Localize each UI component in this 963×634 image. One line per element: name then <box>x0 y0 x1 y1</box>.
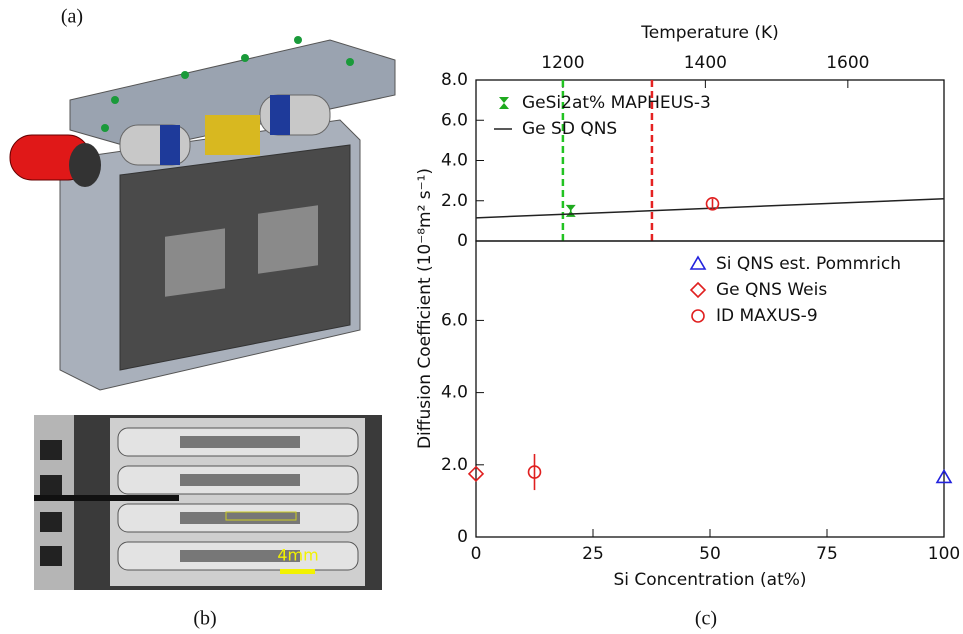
panel-label: (b) <box>193 608 216 630</box>
legend-label: Si QNS est. Pommrich <box>716 254 901 274</box>
point <box>705 196 720 211</box>
legend-swatch <box>689 281 707 299</box>
panel-label: (c) <box>695 608 717 630</box>
legend-label: GeSi2at% MAPHEUS-3 <box>522 93 711 113</box>
legend-swatch <box>691 309 705 323</box>
legend-swatch <box>499 97 509 109</box>
y-tick-label: 4.0 <box>441 383 468 403</box>
point <box>935 468 953 484</box>
y-tick-label: 6.0 <box>441 110 468 130</box>
point <box>467 465 485 482</box>
x-tick-label: 1600 <box>826 53 869 73</box>
point <box>527 465 542 479</box>
y-tick-label: 0 <box>457 527 468 547</box>
legend-label: Ge SD QNS <box>522 119 617 139</box>
x-tick-label: 75 <box>816 544 838 564</box>
cad-image <box>9 36 396 391</box>
x-tick-label: 100 <box>928 544 960 564</box>
y-tick-label: 0 <box>457 231 468 251</box>
xray-image <box>34 415 382 590</box>
legend-label: Ge QNS Weis <box>716 280 827 300</box>
scale-bar-label: 4mm <box>277 546 318 565</box>
y-axis-label: Diffusion Coefficient (10⁻⁸m² s⁻¹) <box>415 168 435 449</box>
legend-label: ID MAXUS-9 <box>716 306 818 326</box>
y-tick-label: 2.0 <box>441 191 468 211</box>
x-tick-label: 25 <box>582 544 604 564</box>
x-tick-label: 0 <box>471 544 482 564</box>
x-tick-label: 1200 <box>541 53 584 73</box>
x-axis-label: Si Concentration (at%) <box>613 570 806 590</box>
y-tick-label: 4.0 <box>441 151 468 171</box>
panel-label: (a) <box>61 6 83 28</box>
y-tick-label: 6.0 <box>441 310 468 330</box>
y-tick-label: 2.0 <box>441 455 468 475</box>
x-tick-label: 50 <box>699 544 721 564</box>
line <box>475 197 945 219</box>
x-tick-label: 1400 <box>684 53 727 73</box>
x-axis-label: Temperature (K) <box>640 23 779 43</box>
legend-swatch <box>689 255 707 270</box>
y-tick-label: 8.0 <box>441 70 468 90</box>
